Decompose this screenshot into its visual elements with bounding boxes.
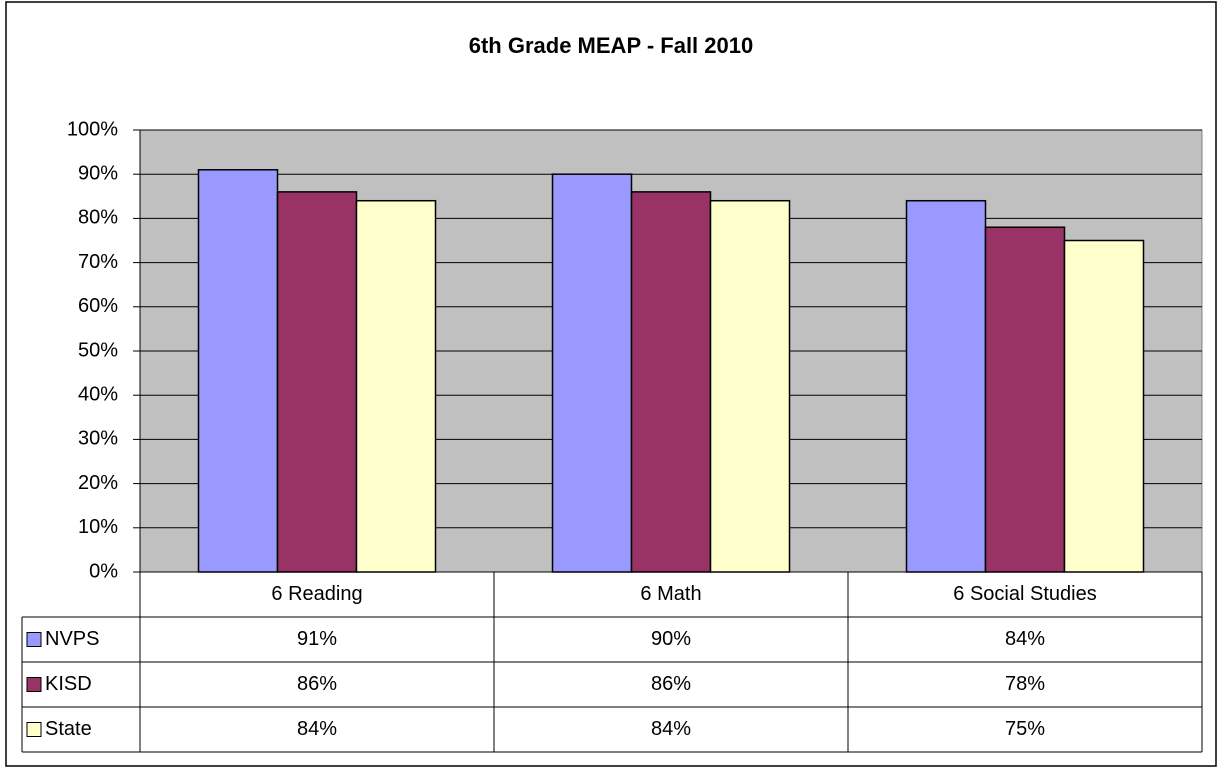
- bar: [984, 226, 1066, 573]
- bar: [709, 199, 791, 573]
- legend-label: State: [45, 718, 92, 740]
- bar: [905, 199, 987, 573]
- chart-title: 6th Grade MEAP - Fall 2010: [469, 33, 753, 58]
- legend-swatch: [26, 632, 42, 647]
- bar: [276, 191, 358, 573]
- x-tick-label: 6 Math: [640, 583, 701, 605]
- bar: [551, 173, 633, 573]
- bar: [355, 199, 437, 573]
- y-tick-label: 30%: [78, 428, 118, 450]
- data-table-value: 91%: [297, 628, 337, 650]
- bar: [1063, 239, 1145, 573]
- x-tick-label: 6 Reading: [271, 583, 362, 605]
- data-table-value: 86%: [651, 673, 691, 695]
- y-tick-label: 80%: [78, 207, 118, 229]
- data-table-value: 84%: [297, 718, 337, 740]
- data-table-value: 86%: [297, 673, 337, 695]
- x-tick-label: 6 Social Studies: [953, 583, 1096, 605]
- data-table-value: 75%: [1005, 718, 1045, 740]
- data-table-value: 78%: [1005, 673, 1045, 695]
- y-tick-label: 10%: [78, 516, 118, 538]
- y-tick-label: 50%: [78, 339, 118, 361]
- data-table-value: 90%: [651, 628, 691, 650]
- data-table-value: 84%: [651, 718, 691, 740]
- bar: [197, 169, 279, 573]
- y-tick-label: 60%: [78, 295, 118, 317]
- legend-swatch: [26, 722, 42, 737]
- y-tick-label: 100%: [67, 118, 118, 140]
- y-tick-label: 0%: [89, 560, 118, 582]
- data-table-value: 84%: [1005, 628, 1045, 650]
- legend-label: NVPS: [45, 628, 99, 650]
- y-tick-label: 90%: [78, 162, 118, 184]
- legend-label: KISD: [45, 673, 92, 695]
- bar: [630, 191, 712, 573]
- y-tick-label: 70%: [78, 251, 118, 273]
- legend-swatch: [26, 677, 42, 692]
- y-tick-label: 20%: [78, 472, 118, 494]
- y-tick-label: 40%: [78, 383, 118, 405]
